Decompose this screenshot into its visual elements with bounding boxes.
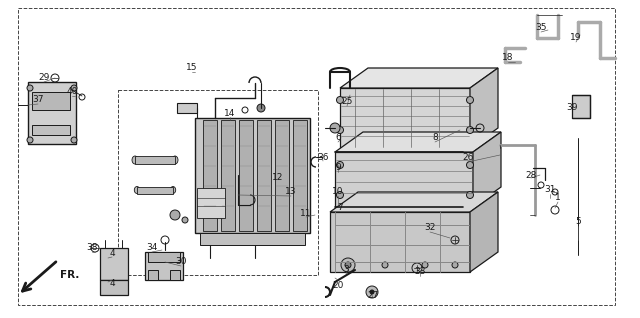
Bar — [275, 120, 289, 231]
Ellipse shape — [172, 156, 178, 164]
Text: 29: 29 — [38, 73, 50, 82]
Circle shape — [337, 127, 344, 134]
Circle shape — [337, 191, 344, 198]
Text: 10: 10 — [332, 188, 344, 197]
Circle shape — [341, 258, 355, 272]
Text: 3: 3 — [343, 266, 349, 274]
Text: 11: 11 — [300, 209, 312, 218]
Text: 12: 12 — [272, 174, 284, 183]
Bar — [257, 120, 271, 231]
Circle shape — [467, 162, 474, 169]
Text: 33: 33 — [414, 267, 426, 276]
Bar — [100, 248, 128, 280]
Circle shape — [467, 96, 474, 103]
Bar — [221, 120, 235, 231]
Text: 13: 13 — [285, 188, 297, 197]
Text: 38: 38 — [86, 244, 98, 252]
Text: 34: 34 — [147, 244, 157, 252]
Bar — [293, 120, 307, 231]
Bar — [137, 186, 173, 193]
Bar — [28, 82, 76, 144]
Text: 20: 20 — [332, 280, 344, 289]
Text: 32: 32 — [424, 224, 436, 232]
Bar — [148, 252, 180, 262]
Text: 27: 27 — [367, 291, 379, 300]
Circle shape — [382, 262, 388, 268]
Bar — [200, 233, 305, 245]
Text: 40: 40 — [67, 87, 77, 96]
Text: 25: 25 — [341, 98, 353, 107]
Polygon shape — [330, 212, 470, 272]
Ellipse shape — [170, 186, 176, 193]
Bar — [203, 120, 217, 231]
Polygon shape — [335, 132, 501, 152]
Text: 14: 14 — [224, 108, 236, 117]
Circle shape — [337, 162, 344, 169]
Text: 5: 5 — [575, 218, 581, 226]
Text: 8: 8 — [432, 134, 438, 142]
Text: 30: 30 — [175, 258, 187, 266]
Polygon shape — [470, 192, 498, 272]
Bar — [197, 188, 225, 218]
Circle shape — [345, 262, 351, 268]
Bar — [32, 125, 70, 135]
Polygon shape — [340, 68, 498, 88]
Text: 26: 26 — [462, 154, 474, 162]
Text: 31: 31 — [544, 185, 556, 195]
Circle shape — [467, 127, 474, 134]
Text: 35: 35 — [535, 24, 547, 32]
Bar — [32, 92, 70, 110]
Text: 19: 19 — [570, 33, 582, 43]
Bar — [100, 280, 128, 295]
Circle shape — [182, 217, 188, 223]
Text: 7: 7 — [337, 204, 343, 212]
Circle shape — [467, 191, 474, 198]
Circle shape — [257, 104, 265, 112]
Circle shape — [342, 262, 348, 268]
Circle shape — [27, 137, 33, 143]
Bar — [118, 90, 318, 275]
Bar — [572, 95, 590, 118]
Text: 6: 6 — [335, 134, 341, 142]
Circle shape — [170, 210, 180, 220]
Text: 36: 36 — [317, 153, 329, 162]
Polygon shape — [330, 192, 498, 212]
Text: 1: 1 — [555, 193, 561, 203]
Text: 39: 39 — [566, 103, 578, 113]
Polygon shape — [473, 132, 501, 207]
Text: 4: 4 — [109, 279, 115, 287]
Circle shape — [71, 137, 77, 143]
Bar — [239, 120, 253, 231]
Bar — [148, 270, 158, 280]
Polygon shape — [470, 68, 498, 148]
Circle shape — [366, 286, 378, 298]
Bar — [145, 252, 183, 280]
Circle shape — [452, 262, 458, 268]
Bar — [135, 156, 175, 164]
Text: FR.: FR. — [60, 270, 79, 280]
Ellipse shape — [134, 186, 140, 193]
Circle shape — [71, 85, 77, 91]
Circle shape — [337, 96, 344, 103]
Circle shape — [27, 85, 33, 91]
Polygon shape — [335, 152, 473, 207]
Text: 15: 15 — [186, 64, 198, 73]
Circle shape — [330, 123, 340, 133]
Text: 9: 9 — [335, 163, 341, 172]
Circle shape — [422, 262, 428, 268]
Text: 37: 37 — [32, 95, 44, 105]
Bar — [177, 103, 197, 113]
Text: 18: 18 — [502, 53, 514, 63]
Text: 4: 4 — [109, 248, 115, 258]
Bar — [170, 270, 180, 280]
Polygon shape — [340, 88, 470, 148]
Circle shape — [370, 290, 374, 294]
Ellipse shape — [132, 156, 138, 164]
Bar — [195, 118, 310, 233]
Text: 28: 28 — [525, 170, 537, 179]
